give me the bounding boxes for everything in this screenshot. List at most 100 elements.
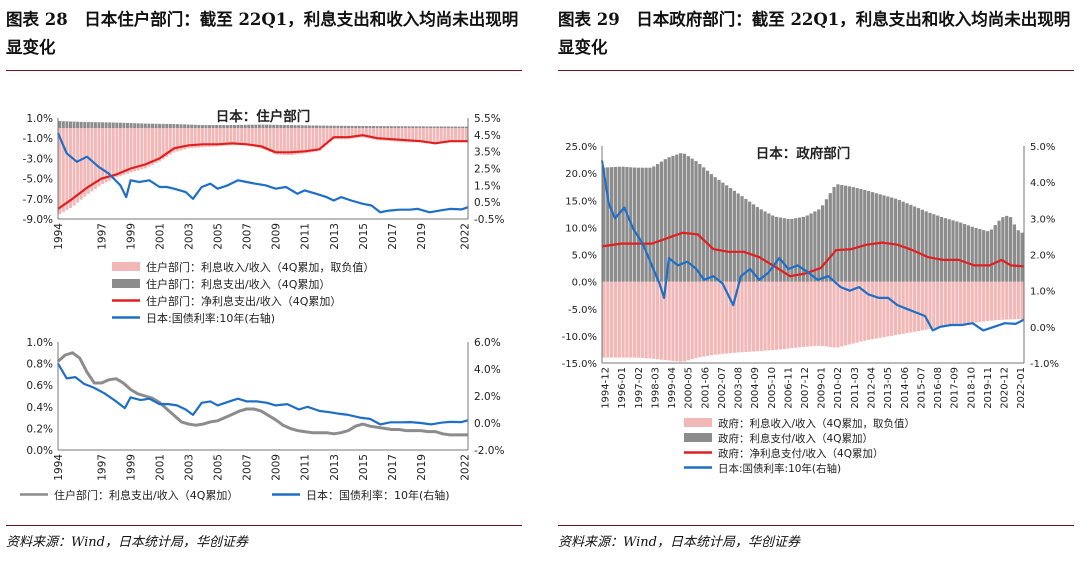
bar [602,167,606,282]
bar [617,166,621,282]
bar [874,281,878,339]
x-tick-label: 2007 [242,454,254,481]
series-line [601,231,1025,278]
bar [454,128,458,143]
bar [404,128,408,143]
bar [115,128,119,178]
bar [272,124,276,129]
bar [389,128,393,142]
bar [400,126,404,129]
bar [794,218,798,282]
x-tick-label: 2004-09 [750,367,761,409]
bar [936,215,940,282]
bar [951,220,955,282]
bar [740,281,744,353]
bar [909,204,913,282]
y-left-tick-label: 5.0% [572,251,597,262]
bar [115,122,119,129]
legend-label: 住户部门：利息支出/收入（4Q累加） [146,277,330,291]
right-chart-svg: 25.0% 20.0% 15.0% 10.0% 5.0% 0.0% -5.0% -10.0% -… [562,142,1059,475]
bar [143,128,147,169]
bar [813,211,817,282]
bar [108,128,112,181]
x-tick-label: 2013-05 [883,367,894,409]
bar [461,128,465,143]
bar [111,128,115,179]
bar [336,125,340,129]
bar [855,188,859,282]
bar [393,126,397,129]
source-note: 资料来源：Wind，日本统计局，华创证券 [558,535,800,550]
bar [648,281,652,359]
bar [763,211,767,282]
bar [254,124,258,129]
bar [924,211,928,282]
bar [204,128,208,148]
bar [778,217,783,282]
bar [386,128,390,141]
bar [943,218,947,282]
bar [211,128,215,147]
bar [161,128,165,160]
x-tick-label: 2011-03 [850,367,861,409]
bar [143,123,147,129]
bar [717,179,721,282]
legend-swatch [112,262,140,271]
y-left-tick-label: -1.0% [23,133,53,145]
bar [640,281,644,358]
bar [382,126,386,129]
bar [421,126,425,129]
bar [414,126,418,129]
bar [755,207,759,282]
bar [820,281,825,346]
bar [824,199,829,282]
bar [411,128,415,143]
x-tick-label: 2003 [184,223,196,250]
x-tick-label: 1997 [97,223,109,250]
bar [439,126,443,129]
x-tick-label: 2007-12 [800,367,811,409]
bar [817,281,821,346]
x-tick-label: 1994 [53,223,65,250]
bar [943,281,947,327]
bar [136,123,140,129]
left-charts-svg: 1.0% -1.0% -3.0% -5.0% -7.0% -9.0% 5.5% 4.5% 3.5… [20,108,504,502]
bar [215,125,219,129]
x-tick-label: 2015 [358,223,370,250]
y-left-tick-label: 10.0% [565,223,597,234]
bar [375,126,379,129]
bar [464,128,468,143]
legend-label: 日本：国债利率：10年(右轴) [306,488,450,502]
bar [83,121,87,129]
bar [111,122,115,129]
bar [101,122,105,129]
bar [805,215,809,282]
bar [709,174,713,282]
bar [158,128,162,162]
bar [90,122,94,129]
bar [886,281,890,337]
bar [204,125,208,129]
x-tick-label: 2009 [271,454,283,481]
bar [247,128,251,146]
bar [882,281,886,338]
bar [870,281,875,340]
bar [357,128,361,138]
x-tick-label: 2001 [155,223,167,250]
bar [874,193,878,282]
bar [748,201,752,282]
y-right-tick-label: 1.0% [1030,287,1055,298]
bar [290,125,294,129]
y-right-tick-label: -0.5% [474,214,504,226]
x-tick-label: 2001-06 [700,367,711,409]
bar [882,195,886,282]
bar [671,281,675,361]
plot-area [56,121,469,214]
x-tick-label: 2022 [459,223,471,250]
bar [279,128,283,155]
bar [161,123,165,129]
bar [690,158,694,282]
x-tick-label: 2005 [213,454,225,481]
bar [407,128,411,143]
bar [659,281,664,360]
